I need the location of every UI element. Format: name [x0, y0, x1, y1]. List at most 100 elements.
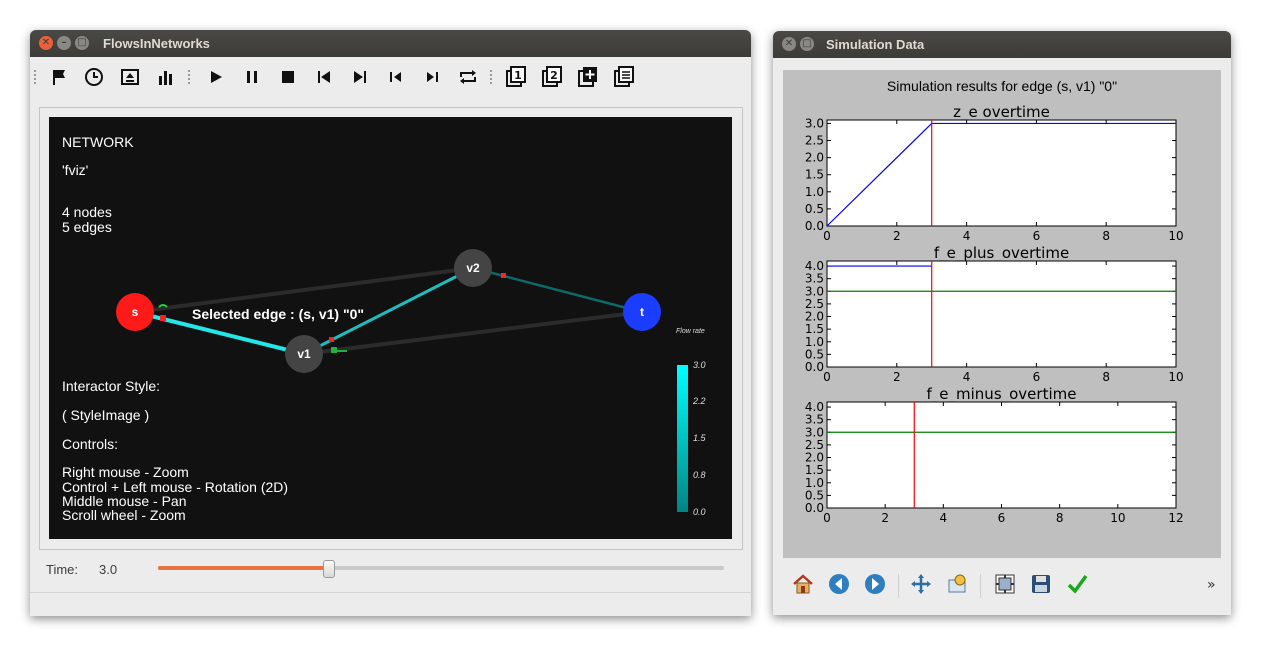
time-slider-handle[interactable]: [322, 560, 335, 578]
network-name: 'fviz': [62, 162, 89, 178]
edges-count: 5 edges: [62, 219, 112, 235]
x-tick-label: 8: [1102, 229, 1110, 243]
upload-icon[interactable]: [118, 65, 142, 89]
plot-title: z_e overtime: [953, 103, 1050, 122]
close-button[interactable]: ✕: [39, 36, 53, 50]
network-heading: NETWORK: [62, 134, 134, 150]
control-line: Middle mouse - Pan: [62, 493, 187, 509]
colorbar-tick: 3.0: [693, 360, 706, 370]
y-tick-label: 2.0: [805, 451, 824, 465]
close-button[interactable]: ✕: [782, 37, 796, 51]
toolbar-separator: [898, 574, 899, 598]
time-slider-fill: [158, 566, 328, 570]
x-tick-label: 2: [893, 229, 901, 243]
plot-axes: [826, 119, 1177, 227]
sim-window: ✕ □ Simulation Data Simulation results f…: [773, 31, 1231, 615]
time-slider[interactable]: [158, 560, 724, 578]
toolbar-grip[interactable]: [188, 70, 193, 84]
step-forward-icon[interactable]: [420, 65, 444, 89]
time-value: 3.0: [99, 562, 118, 577]
home-icon[interactable]: [791, 572, 815, 596]
maximize-button[interactable]: □: [75, 36, 89, 50]
flag-icon[interactable]: [47, 65, 71, 89]
plot-axes: [826, 401, 1177, 509]
y-tick-label: 0.0: [805, 501, 824, 515]
skip-to-start-icon[interactable]: [312, 65, 336, 89]
y-tick-label: 0.0: [805, 360, 824, 374]
main-toolbar: 1 2: [30, 58, 751, 96]
x-tick-label: 0: [823, 511, 831, 525]
svg-text:1: 1: [514, 69, 522, 82]
time-label: Time:: [46, 562, 79, 577]
y-tick-label: 3.0: [805, 284, 824, 298]
colorbar-title: Flow rate: [676, 328, 705, 335]
pan-icon[interactable]: [909, 572, 933, 596]
window-title: FlowsInNetworks: [103, 36, 210, 51]
minimize-button[interactable]: –: [57, 36, 71, 50]
pause-icon[interactable]: [240, 65, 264, 89]
plot-axes: [826, 260, 1177, 368]
nodes-count: 4 nodes: [62, 204, 112, 220]
skip-to-end-icon[interactable]: [348, 65, 372, 89]
save-icon[interactable]: [1029, 572, 1053, 596]
colorbar-tick: 1.5: [693, 433, 706, 443]
forward-arrow-icon[interactable]: [863, 572, 887, 596]
list-view-icon[interactable]: [612, 65, 636, 89]
node-t[interactable]: t: [623, 293, 661, 331]
add-view-icon[interactable]: [576, 65, 600, 89]
toolbar-separator: [980, 574, 981, 598]
view-2-icon[interactable]: 2: [540, 65, 564, 89]
x-tick-label: 4: [963, 229, 971, 243]
node-v1[interactable]: v1: [285, 335, 323, 373]
svg-text:2: 2: [550, 69, 558, 82]
y-tick-label: 1.5: [805, 168, 824, 182]
colorbar-tick: 0.8: [693, 470, 706, 480]
node-v2[interactable]: v2: [454, 249, 492, 287]
x-tick-label: 6: [998, 511, 1006, 525]
controls-label: Controls:: [62, 436, 119, 452]
y-tick-label: 2.5: [805, 134, 824, 148]
clock-icon[interactable]: [82, 65, 106, 89]
maximize-button[interactable]: □: [800, 37, 814, 51]
subplots-config-icon[interactable]: [993, 572, 1017, 596]
interactor-label: Interactor Style:: [62, 378, 161, 394]
x-tick-label: 6: [1033, 370, 1041, 384]
window-title: Simulation Data: [826, 37, 925, 52]
interactor-value: ( StyleImage ): [62, 407, 150, 423]
bar-chart-icon[interactable]: [154, 65, 178, 89]
zoom-rect-icon[interactable]: [945, 572, 969, 596]
figure-canvas[interactable]: Simulation results for edge (s, v1) "0" z…: [783, 70, 1221, 558]
selected-edge-label: Selected edge : (s, v1) "0": [192, 306, 365, 322]
node-s[interactable]: s: [116, 293, 154, 331]
x-tick-label: 8: [1056, 511, 1064, 525]
view-1-icon[interactable]: 1: [504, 65, 528, 89]
play-icon[interactable]: [204, 65, 228, 89]
y-tick-label: 3.5: [805, 272, 824, 286]
y-tick-label: 1.0: [805, 335, 824, 349]
stop-icon[interactable]: [276, 65, 300, 89]
plot-title: f_e_plus_overtime: [934, 244, 1069, 263]
y-tick-label: 3.5: [805, 413, 824, 427]
repeat-icon[interactable]: [456, 65, 480, 89]
network-render-view[interactable]: NETWORK 'fviz' 4 nodes 5 edges s v1 v2 t: [49, 117, 732, 539]
toolbar-overflow-button[interactable]: »: [1207, 577, 1216, 593]
control-line: Scroll wheel - Zoom: [62, 507, 186, 523]
y-tick-label: 1.5: [805, 463, 824, 477]
plot-title: f_e_minus_overtime: [927, 385, 1077, 404]
x-tick-label: 2: [893, 370, 901, 384]
x-tick-label: 6: [1033, 229, 1041, 243]
step-back-icon[interactable]: [384, 65, 408, 89]
checkmark-icon[interactable]: [1065, 572, 1089, 596]
x-tick-label: 12: [1168, 511, 1183, 525]
y-tick-label: 2.0: [805, 310, 824, 324]
toolbar-grip[interactable]: [34, 70, 39, 84]
simulation-figure: Simulation results for edge (s, v1) "0" z…: [805, 78, 1184, 525]
x-tick-label: 8: [1102, 370, 1110, 384]
y-tick-label: 4.0: [805, 259, 824, 273]
y-tick-label: 2.5: [805, 438, 824, 452]
toolbar-grip[interactable]: [490, 70, 495, 84]
x-tick-label: 10: [1110, 511, 1125, 525]
x-tick-label: 0: [823, 370, 831, 384]
control-line: Control + Left mouse - Rotation (2D): [62, 479, 289, 495]
back-arrow-icon[interactable]: [827, 572, 851, 596]
